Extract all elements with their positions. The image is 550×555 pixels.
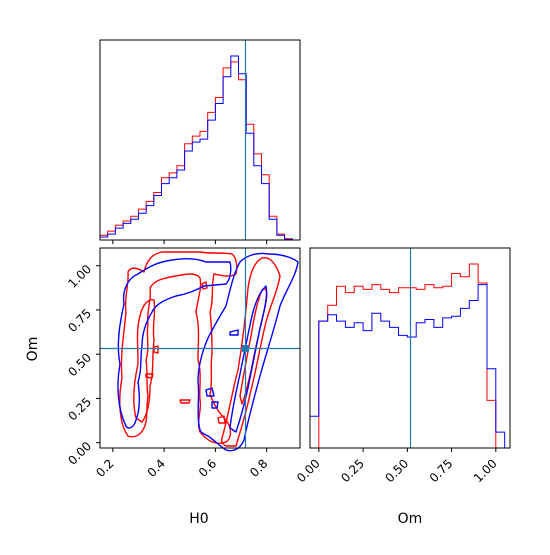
red-contour-island-e [217,415,226,424]
red-contour-island-b [153,345,159,354]
blue-contour-inner-right [229,285,268,433]
blue-contour-island-c [211,401,219,409]
contour-frame [99,247,301,449]
om-histogram-frame [309,247,511,449]
blue-contour-island-a [229,329,239,336]
blue-contours [117,252,299,452]
blue-contour-outer-left [117,257,232,429]
red-contour-island-d [145,373,154,379]
h0-histogram-frame [99,39,301,241]
red-contour-inner-left [133,299,156,423]
h0-histogram-red-series [99,61,293,240]
om-histogram-red-series [310,263,505,449]
red-contour-island-c [179,399,191,404]
contour-ylabel: Om [25,337,41,362]
red-contour-right-band [220,257,281,447]
om-xlabel: Om [398,511,423,527]
contour-xlabel: H0 [189,511,208,527]
blue-contour-island-b [205,387,215,397]
h0-histogram-blue-series [99,55,293,240]
truth-marker [242,345,249,352]
om-histogram-blue-series [309,284,506,448]
truth-crosshair [100,248,300,448]
h0-histogram-panel [99,39,301,244]
blue-contour-right-band [197,252,299,452]
